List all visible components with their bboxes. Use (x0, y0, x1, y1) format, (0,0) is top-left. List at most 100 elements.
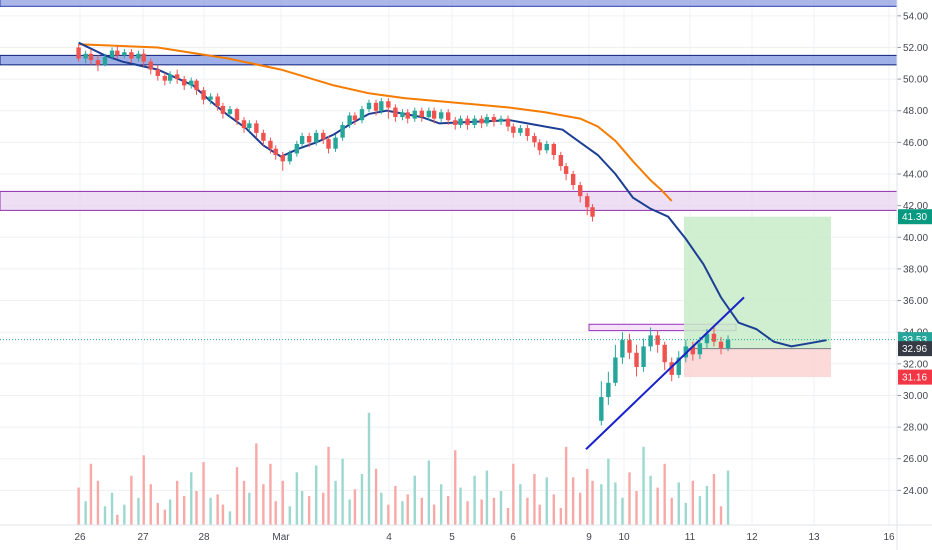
volume-bar (459, 487, 462, 525)
long-position-tool[interactable] (684, 216, 831, 378)
y-tick-label: 52.00 (903, 43, 928, 54)
price-badge (898, 369, 932, 385)
candle-body (273, 148, 278, 156)
candle-body (95, 60, 101, 65)
volume-bar (712, 474, 716, 525)
volume-bar (656, 487, 659, 525)
candle-body (182, 79, 187, 86)
candle-body (641, 346, 646, 367)
candle-body (578, 185, 583, 197)
volume-bar (614, 482, 617, 525)
candle-body (189, 80, 194, 86)
price-badge (898, 209, 932, 225)
volume-bar (103, 506, 107, 525)
volume-bar (642, 446, 645, 525)
candle-body (537, 142, 542, 151)
x-tick-label: Mar (272, 532, 290, 543)
volume-bar (149, 484, 152, 525)
y-tick-label: 38.00 (903, 264, 928, 275)
volume-bar (533, 474, 536, 525)
candle-body (412, 110, 417, 119)
volume-bar (341, 458, 344, 525)
volume-bar (202, 462, 205, 525)
candle-body (505, 118, 511, 127)
volume-bar (130, 475, 133, 525)
price-axis[interactable]: 24.0026.0028.0030.0032.0034.0036.0038.00… (896, 0, 932, 550)
volume-bar (552, 494, 555, 525)
candle-body (718, 341, 724, 348)
x-tick-label: 11 (685, 532, 696, 543)
x-tick-label: 4 (386, 532, 392, 543)
volume-bar (262, 484, 265, 525)
loss-area[interactable] (684, 348, 831, 378)
time-axis[interactable]: 26 27 28 Mar 4 5 6 9 10 11 12 13 16 (0, 524, 932, 543)
volume-bar (288, 506, 291, 525)
volume-bar (209, 497, 212, 525)
candle-body (599, 397, 604, 421)
price-badge-label: 31.16 (902, 373, 927, 384)
resistance-42-zone[interactable] (0, 190, 898, 211)
candle-body (247, 123, 252, 129)
x-tick-label: 6 (510, 532, 516, 543)
volume-bar (360, 474, 364, 525)
price-badge-label: 32.96 (902, 344, 927, 355)
candle-body (314, 132, 319, 143)
profit-area[interactable] (684, 216, 831, 349)
candle-body (109, 50, 115, 57)
candle-body (352, 115, 358, 121)
candle-body (102, 56, 108, 65)
volume-bar (380, 492, 383, 525)
candle-body (627, 340, 632, 353)
volume-bar (698, 496, 702, 525)
candle-body (333, 137, 338, 149)
volume-bar (512, 463, 515, 525)
candle-body (76, 47, 81, 59)
volume-bar (607, 458, 610, 525)
volume-bar (726, 470, 730, 525)
volume-bar (295, 472, 299, 525)
candle-body (438, 112, 444, 119)
volume-bar (600, 484, 603, 525)
candle-body (148, 61, 153, 70)
resistance-54-zone[interactable] (0, 0, 898, 7)
y-tick-label: 42.00 (903, 201, 928, 212)
candle-body (141, 53, 146, 62)
volume-bar (156, 502, 159, 525)
volume-bar (427, 460, 431, 525)
candle-body (426, 110, 432, 118)
y-tick-label: 48.00 (903, 106, 928, 117)
volume-bar (401, 501, 404, 525)
candle-body (83, 53, 88, 59)
volume-bar (406, 494, 409, 525)
volume-bar (175, 480, 179, 525)
candle-body (280, 155, 285, 162)
candle-body (227, 109, 233, 114)
y-tick-label: 46.00 (903, 138, 928, 149)
candle-body (386, 101, 391, 108)
volume-bar (142, 455, 145, 525)
candle-body (287, 153, 292, 162)
y-tick-label: 32.00 (903, 359, 928, 370)
y-tick-label: 50.00 (903, 75, 928, 86)
volume-bar (195, 491, 198, 525)
candle-body (697, 343, 703, 355)
x-tick-label: 12 (746, 532, 758, 543)
candle-body (194, 80, 199, 91)
volume-bar (89, 463, 93, 525)
x-tick-label: 5 (449, 532, 455, 543)
trend-line[interactable] (585, 296, 745, 450)
candle-body (525, 128, 530, 137)
drawings[interactable] (0, 296, 897, 450)
volume-bar (719, 506, 723, 525)
volume-bar (221, 504, 225, 525)
volume-bar (526, 497, 529, 525)
candle-body (254, 123, 259, 133)
candle-body (518, 128, 523, 133)
volume-bar (579, 492, 582, 525)
candle-body (648, 335, 653, 347)
y-tick-label: 40.00 (903, 233, 928, 244)
volume-bar (635, 491, 638, 525)
y-tick-label: 36.00 (903, 296, 928, 307)
x-tick-label: 26 (74, 532, 86, 543)
